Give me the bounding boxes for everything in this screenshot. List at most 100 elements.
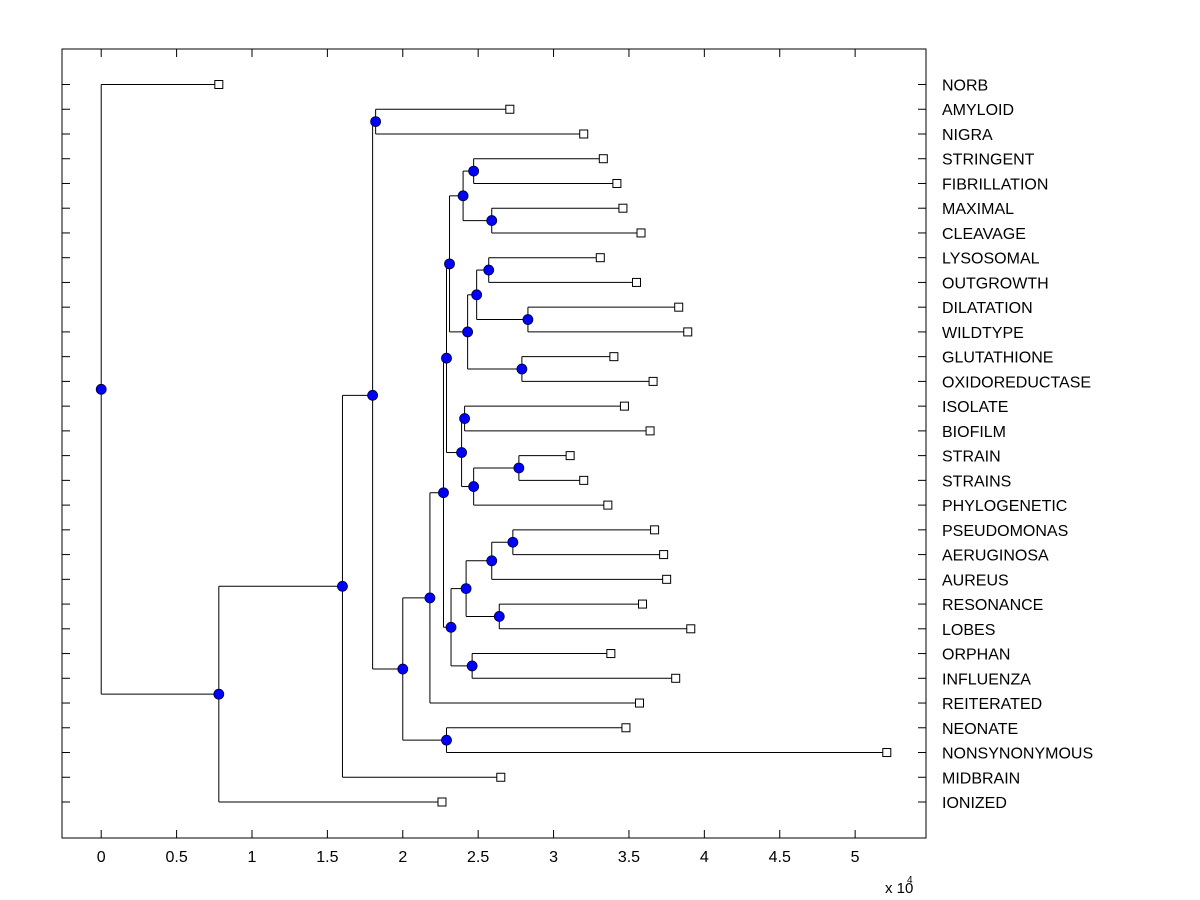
leaf-label: PHYLOGENETIC — [942, 498, 1067, 515]
x-multiplier-label: x 10 — [885, 880, 913, 897]
x-tick-label: 0 — [97, 849, 106, 866]
leaf-label: NIGRA — [942, 127, 993, 144]
leaf-label: NONSYNONYMOUS — [942, 746, 1093, 763]
leaf-label: ISOLATE — [942, 399, 1008, 416]
x-tick-label: 3 — [549, 849, 558, 866]
x-tick-label: 0.5 — [165, 849, 187, 866]
leaf-label: RESONANCE — [942, 597, 1043, 614]
x-tick-label: 1.5 — [316, 849, 338, 866]
leaf-marker — [636, 228, 646, 238]
leaf-label: MIDBRAIN — [942, 770, 1020, 787]
internal-node — [460, 583, 472, 595]
leaf-marker — [650, 525, 660, 535]
leaf-label: STRAINS — [942, 473, 1011, 490]
leaf-marker — [674, 302, 684, 312]
internal-node — [397, 663, 409, 675]
leaf-marker — [618, 203, 628, 213]
leaf-label: LYSOSOMAL — [942, 251, 1040, 268]
leaf-label: AMYLOID — [942, 102, 1014, 119]
internal-node — [424, 592, 436, 604]
leaf-marker — [645, 426, 655, 436]
internal-node — [486, 215, 498, 226]
leaf-label: OXIDOREDUCTASE — [942, 374, 1091, 391]
x-multiplier-exponent: 4 — [907, 875, 913, 886]
leaf-label: DILATATION — [942, 300, 1033, 317]
leaf-marker — [671, 673, 681, 683]
leaf-label: REITERATED — [942, 696, 1042, 713]
leaf-label: PSEUDOMONAS — [942, 523, 1068, 540]
leaf-marker — [496, 772, 506, 782]
internal-node — [483, 264, 495, 276]
x-tick-label: 2.5 — [467, 849, 489, 866]
internal-node — [468, 165, 480, 177]
leaf-labels: NORB AMYLOID NIGRA STRINGENT FIBRILLATION MAX… — [942, 78, 1093, 813]
leaf-marker — [621, 723, 631, 733]
leaf-label: AUREUS — [942, 572, 1009, 589]
internal-node — [468, 481, 480, 492]
leaf-marker — [619, 401, 629, 411]
internal-node — [367, 389, 379, 401]
internal-node — [456, 447, 467, 458]
x-tick-label: 1 — [248, 849, 257, 866]
leaf-label: WILDTYPE — [942, 325, 1024, 342]
leaf-label: INFLUENZA — [942, 671, 1031, 688]
leaf-marker — [683, 327, 693, 337]
leaf-marker — [635, 698, 645, 708]
leaf-label: FIBRILLATION — [942, 176, 1048, 193]
internal-node — [457, 190, 469, 202]
leaf-label: NORB — [942, 78, 988, 95]
internal-node — [445, 621, 457, 633]
leaf-label: OUTGROWTH — [942, 275, 1049, 292]
internal-node — [441, 734, 452, 746]
leaf-marker — [609, 352, 619, 362]
internal-node — [516, 363, 528, 375]
x-tick-label: 4 — [700, 849, 709, 866]
x-tick-label: 5 — [851, 849, 860, 866]
leaf-marker — [648, 376, 658, 386]
leaf-marker — [595, 253, 605, 263]
leaf-label: GLUTATHIONE — [942, 350, 1053, 367]
leaf-label: IONIZED — [942, 795, 1007, 812]
leaf-marker — [662, 574, 672, 584]
leaf-marker — [603, 500, 613, 510]
leaf-label: STRINGENT — [942, 152, 1035, 169]
leaf-label: CLEAVAGE — [942, 226, 1026, 243]
leaf-marker — [437, 797, 447, 807]
y-axis — [62, 84, 926, 803]
internal-node — [444, 258, 455, 270]
leaf-label: NEONATE — [942, 721, 1018, 738]
internal-node — [466, 660, 478, 672]
leaf-label: STRAIN — [942, 449, 1001, 466]
leaf-marker — [606, 649, 616, 659]
leaf-marker — [214, 80, 224, 89]
leaf-marker — [882, 748, 892, 758]
leaf-marker — [659, 550, 669, 560]
leaf-label: ORPHAN — [942, 647, 1010, 664]
leaf-label: LOBES — [942, 622, 995, 639]
leaf-label: MAXIMAL — [942, 201, 1014, 218]
x-tick-label: 4.5 — [769, 849, 791, 866]
leaf-marker — [505, 104, 515, 114]
internal-node — [95, 383, 107, 395]
internal-node — [213, 688, 225, 700]
x-tick-label: 2 — [398, 849, 407, 866]
internal-node — [493, 611, 505, 622]
plot-area — [61, 48, 927, 839]
leaf-marker — [686, 624, 696, 634]
leaf-marker — [631, 277, 641, 287]
leaf-marker — [612, 178, 622, 188]
leaf-marker — [598, 154, 608, 164]
internal-node — [337, 580, 348, 592]
leaf-markers — [214, 80, 892, 807]
internal-node — [462, 326, 474, 338]
leaf-marker — [638, 599, 648, 609]
internal-node — [522, 314, 534, 325]
internal-node — [441, 352, 452, 364]
internal-node — [370, 116, 382, 128]
internal-nodes — [95, 116, 534, 746]
x-axis: 0 0.5 1 1.5 2 2.5 3 3.5 4 4.5 5 — [97, 49, 860, 866]
x-tick-label: 3.5 — [618, 849, 640, 866]
leaf-label: AERUGINOSA — [942, 548, 1049, 565]
leaf-marker — [579, 129, 589, 139]
